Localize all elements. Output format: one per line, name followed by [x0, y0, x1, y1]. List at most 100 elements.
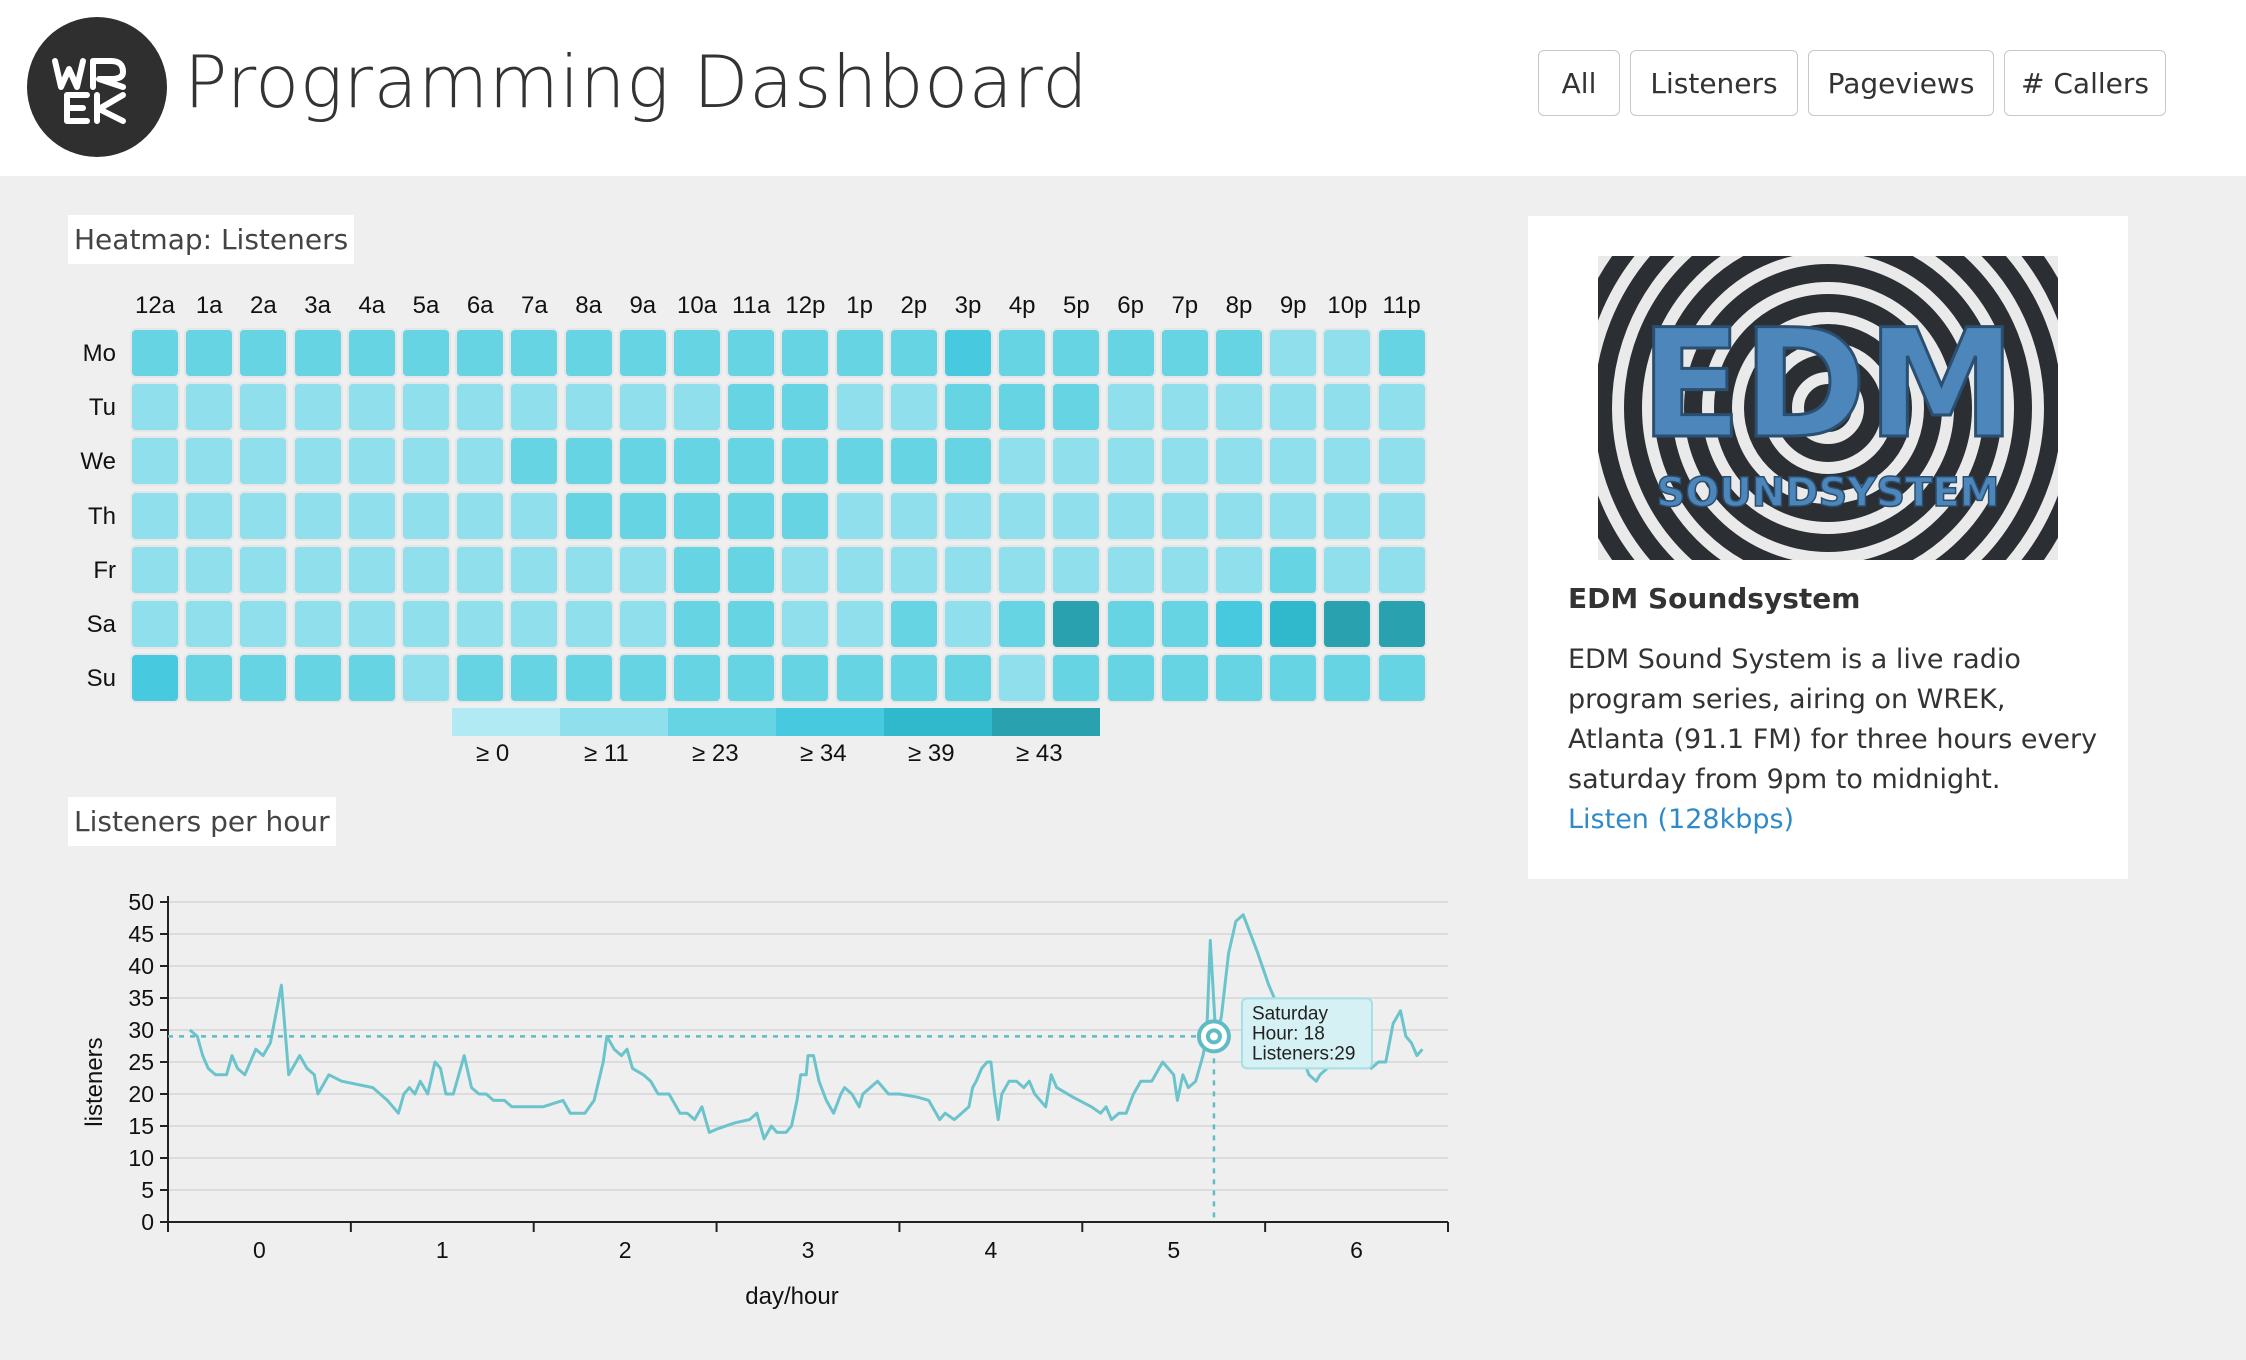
heatmap-cell[interactable] — [346, 653, 397, 704]
heatmap-cell[interactable] — [1376, 382, 1427, 433]
heatmap-cell[interactable] — [1322, 544, 1373, 595]
heatmap-cell[interactable] — [509, 544, 560, 595]
heatmap-cell[interactable] — [563, 328, 614, 378]
heatmap-cell[interactable] — [184, 328, 235, 378]
heatmap-cell[interactable] — [672, 599, 722, 649]
heatmap-cell[interactable] — [1268, 490, 1319, 541]
heatmap-cell[interactable] — [888, 490, 939, 541]
heatmap-cell[interactable] — [1322, 436, 1373, 487]
heatmap-cell[interactable] — [726, 490, 777, 541]
heatmap-cell[interactable] — [780, 490, 831, 541]
heatmap-cell[interactable] — [888, 436, 939, 487]
heatmap-cell[interactable] — [1268, 653, 1319, 704]
heatmap-cell[interactable] — [997, 328, 1048, 378]
heatmap-cell[interactable] — [401, 328, 451, 378]
heatmap-cell[interactable] — [455, 436, 506, 487]
heatmap-cell[interactable] — [346, 490, 397, 541]
heatmap-cell[interactable] — [834, 599, 885, 649]
heatmap-cell[interactable] — [726, 544, 777, 595]
heatmap-cell[interactable] — [1268, 599, 1319, 649]
heatmap-cell[interactable] — [888, 382, 939, 433]
heatmap-cell[interactable] — [1322, 328, 1373, 378]
heatmap-cell[interactable] — [943, 436, 993, 487]
heatmap-cell[interactable] — [563, 382, 614, 433]
heatmap-cell[interactable] — [780, 653, 831, 704]
heatmap-cell[interactable] — [455, 490, 506, 541]
heatmap-cell[interactable] — [130, 599, 180, 649]
heatmap-cell[interactable] — [292, 653, 343, 704]
heatmap-cell[interactable] — [1159, 544, 1210, 595]
heatmap-cell[interactable] — [672, 653, 722, 704]
heatmap-cell[interactable] — [1322, 490, 1373, 541]
heatmap-cell[interactable] — [346, 599, 397, 649]
heatmap-cell[interactable] — [888, 544, 939, 595]
heatmap-cell[interactable] — [238, 436, 289, 487]
heatmap-cell[interactable] — [1214, 653, 1264, 704]
heatmap-cell[interactable] — [401, 544, 451, 595]
heatmap-cell[interactable] — [509, 490, 560, 541]
heatmap-cell[interactable] — [1105, 490, 1156, 541]
heatmap-cell[interactable] — [563, 490, 614, 541]
heatmap-cell[interactable] — [997, 653, 1048, 704]
heatmap-cell[interactable] — [455, 328, 506, 378]
heatmap-cell[interactable] — [509, 436, 560, 487]
heatmap-cell[interactable] — [455, 599, 506, 649]
heatmap-cell[interactable] — [1268, 382, 1319, 433]
heatmap-cell[interactable] — [184, 544, 235, 595]
heatmap-cell[interactable] — [617, 328, 668, 378]
heatmap-cell[interactable] — [726, 382, 777, 433]
heatmap-cell[interactable] — [1376, 436, 1427, 487]
heatmap-cell[interactable] — [780, 599, 831, 649]
heatmap-cell[interactable] — [1268, 328, 1319, 378]
heatmap-cell[interactable] — [617, 382, 668, 433]
heatmap-cell[interactable] — [672, 544, 722, 595]
heatmap-cell[interactable] — [1214, 436, 1264, 487]
heatmap-cell[interactable] — [726, 653, 777, 704]
heatmap-cell[interactable] — [509, 328, 560, 378]
heatmap-cell[interactable] — [130, 328, 180, 378]
heatmap-cell[interactable] — [1159, 382, 1210, 433]
heatmap-cell[interactable] — [834, 490, 885, 541]
filter-listeners-button[interactable]: Listeners — [1630, 50, 1798, 116]
heatmap-cell[interactable] — [617, 490, 668, 541]
heatmap-cell[interactable] — [943, 382, 993, 433]
heatmap-cell[interactable] — [997, 599, 1048, 649]
heatmap-cell[interactable] — [943, 653, 993, 704]
heatmap-cell[interactable] — [563, 653, 614, 704]
heatmap-cell[interactable] — [997, 382, 1048, 433]
heatmap-cell[interactable] — [1268, 544, 1319, 595]
heatmap-cell[interactable] — [1322, 653, 1373, 704]
heatmap-cell[interactable] — [292, 382, 343, 433]
heatmap-cell[interactable] — [780, 436, 831, 487]
heatmap-cell[interactable] — [292, 599, 343, 649]
heatmap-cell[interactable] — [1051, 328, 1102, 378]
heatmap-cell[interactable] — [238, 653, 289, 704]
heatmap-cell[interactable] — [401, 599, 451, 649]
heatmap-cell[interactable] — [509, 653, 560, 704]
heatmap-cell[interactable] — [943, 328, 993, 378]
heatmap-cell[interactable] — [1051, 599, 1102, 649]
heatmap-cell[interactable] — [943, 490, 993, 541]
heatmap-cell[interactable] — [130, 653, 180, 704]
heatmap-cell[interactable] — [1105, 328, 1156, 378]
heatmap-cell[interactable] — [1105, 599, 1156, 649]
heatmap-cell[interactable] — [672, 490, 722, 541]
heatmap-cell[interactable] — [834, 328, 885, 378]
heatmap-cell[interactable] — [834, 653, 885, 704]
heatmap-cell[interactable] — [1105, 544, 1156, 595]
heatmap-cell[interactable] — [238, 544, 289, 595]
filter-pageviews-button[interactable]: Pageviews — [1808, 50, 1994, 116]
heatmap-cell[interactable] — [1376, 328, 1427, 378]
heatmap-cell[interactable] — [888, 599, 939, 649]
heatmap-cell[interactable] — [834, 382, 885, 433]
heatmap-cell[interactable] — [292, 490, 343, 541]
heatmap-cell[interactable] — [888, 328, 939, 378]
heatmap-cell[interactable] — [1214, 382, 1264, 433]
heatmap-cell[interactable] — [834, 436, 885, 487]
heatmap-cell[interactable] — [184, 382, 235, 433]
heatmap-cell[interactable] — [563, 599, 614, 649]
heatmap-cell[interactable] — [346, 436, 397, 487]
heatmap-cell[interactable] — [238, 328, 289, 378]
heatmap-cell[interactable] — [1322, 382, 1373, 433]
heatmap-cell[interactable] — [617, 436, 668, 487]
